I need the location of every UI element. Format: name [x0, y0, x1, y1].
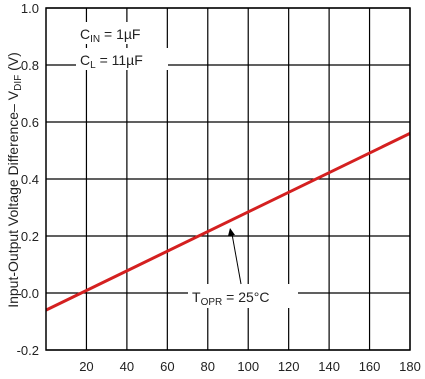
y-tick-label: 0.6	[21, 115, 39, 130]
y-tick-label: 0.2	[21, 229, 39, 244]
x-tick-label: 80	[201, 359, 215, 374]
y-axis-label-main: Input-Output Voltage Difference– V	[5, 90, 21, 308]
annotation-cl-main: C	[80, 52, 90, 68]
annotation-cin: CIN = 1µF	[76, 22, 160, 45]
annotation-arrowhead	[228, 228, 235, 236]
annotation-topr-sub: OPR	[201, 297, 223, 308]
annotation-topr-value: = 25°C	[222, 289, 269, 305]
annotation-cin-main: C	[80, 26, 90, 42]
y-tick-label: 0.8	[21, 58, 39, 73]
annotation-cl: CL = 11µF	[76, 48, 168, 71]
x-tick-label: 180	[399, 359, 421, 374]
plot-frame	[45, 7, 411, 351]
series-layer	[45, 132, 411, 312]
svg-text:CIN = 1µF: CIN = 1µF	[80, 26, 140, 45]
svg-text:TOPR = 25°C: TOPR = 25°C	[192, 289, 269, 308]
annotation-cl-value: = 11µF	[96, 52, 143, 68]
y-axis-label-sub: DIF	[13, 75, 24, 91]
x-tick-labels: 20 40 60 80 100 120 140 160 180	[79, 359, 421, 374]
y-tick-labels: -0.2 0.0 0.2 0.4 0.6 0.8 1.0	[17, 1, 39, 358]
x-tick-label: 60	[160, 359, 174, 374]
x-tick-label: 140	[318, 359, 340, 374]
x-tick-label: 160	[359, 359, 381, 374]
x-tick-label: 40	[120, 359, 134, 374]
annotation-topr: TOPR = 25°C	[188, 228, 298, 308]
x-tick-label: 120	[278, 359, 300, 374]
annotation-topr-main: T	[192, 289, 201, 305]
grid	[46, 7, 411, 351]
series-line	[45, 132, 411, 312]
y-tick-label: 1.0	[21, 1, 39, 16]
y-axis-label: Input-Output Voltage Difference– VDIF (V…	[5, 52, 24, 308]
y-tick-label: -0.2	[17, 343, 39, 358]
annotation-cin-value: = 1µF	[100, 26, 140, 42]
y-tick-label: 0.0	[21, 286, 39, 301]
annotation-leader-line	[231, 233, 242, 285]
x-tick-label: 20	[79, 359, 93, 374]
annotation-cl-sub: L	[90, 60, 96, 71]
svg-text:CL = 11µF: CL = 11µF	[80, 52, 143, 71]
annotation-cin-sub: IN	[90, 34, 100, 45]
x-tick-label: 100	[237, 359, 259, 374]
y-axis-label-unit: (V)	[5, 52, 21, 75]
y-tick-label: 0.4	[21, 172, 39, 187]
